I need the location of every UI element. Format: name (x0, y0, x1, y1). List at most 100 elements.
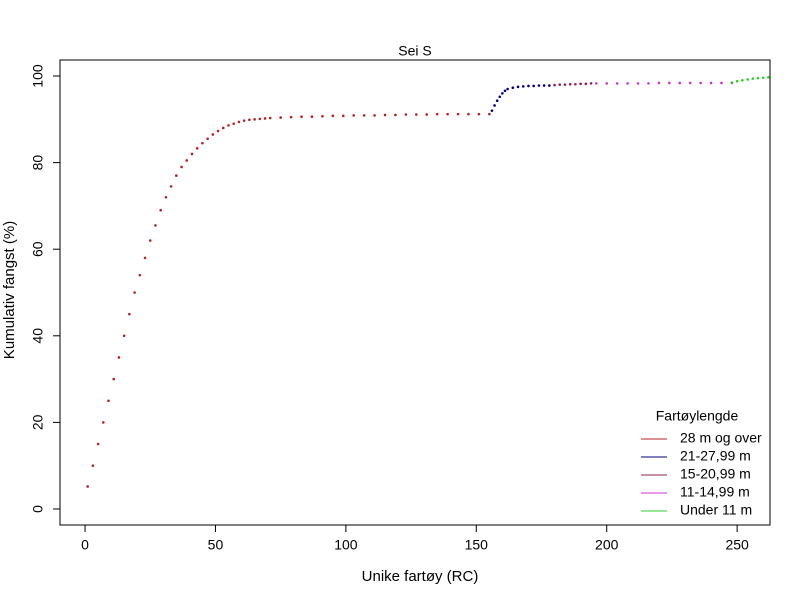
data-point (96, 442, 100, 446)
data-point (678, 81, 682, 85)
y-tick-label: 20 (30, 414, 46, 430)
data-point (735, 79, 739, 83)
data-point (503, 89, 507, 93)
data-point (435, 112, 439, 116)
data-point (506, 87, 509, 91)
data-point (532, 84, 535, 88)
y-tick-label: 80 (30, 155, 46, 171)
data-point (148, 239, 152, 242)
data-point (232, 122, 236, 125)
data-point (415, 113, 418, 116)
data-point (594, 82, 598, 85)
data-point (425, 113, 429, 116)
data-point (488, 112, 491, 116)
data-point (122, 334, 126, 338)
data-point (626, 82, 629, 85)
data-point (107, 399, 110, 403)
x-tick-label: 250 (725, 537, 749, 553)
data-point (527, 84, 530, 88)
data-point (579, 82, 582, 86)
legend-label: 28 m og over (680, 430, 762, 446)
y-tick-label: 100 (30, 64, 46, 88)
data-point (331, 114, 335, 118)
data-point (117, 356, 121, 359)
data-point (446, 112, 449, 116)
data-point (154, 224, 157, 227)
y-tick-label: 60 (30, 241, 46, 257)
data-point (216, 129, 220, 133)
data-point (720, 81, 723, 85)
data-point (211, 133, 215, 136)
data-point (112, 377, 116, 381)
data-point (159, 208, 162, 212)
data-point (730, 81, 734, 84)
y-tick-label: 40 (30, 328, 46, 344)
data-point (756, 76, 760, 80)
x-tick-label: 200 (595, 537, 619, 553)
data-point (548, 84, 551, 87)
data-point (169, 185, 173, 188)
data-point (761, 76, 765, 80)
data-point (542, 84, 546, 87)
legend-label: Under 11 m (680, 502, 752, 518)
data-point (636, 82, 640, 85)
data-point (227, 124, 230, 127)
data-point (477, 112, 481, 116)
data-point (584, 82, 588, 86)
data-point (615, 82, 619, 85)
data-point (86, 485, 89, 488)
data-point (373, 114, 376, 117)
data-point (101, 421, 105, 424)
data-point (195, 147, 199, 150)
data-point (289, 115, 293, 119)
data-point (279, 116, 282, 119)
data-point (589, 82, 593, 85)
data-point (253, 118, 256, 121)
data-point (699, 81, 702, 85)
y-axis-label: Kumulativ fangst (%) (1, 221, 18, 359)
data-point (558, 83, 562, 86)
data-point (456, 112, 460, 116)
data-point (201, 141, 204, 145)
data-point (467, 112, 470, 116)
data-point (501, 92, 504, 95)
data-point (175, 174, 178, 177)
data-point (563, 83, 567, 86)
data-point (605, 82, 609, 85)
data-point (341, 114, 345, 118)
data-point (493, 104, 496, 107)
data-point (138, 273, 142, 277)
data-point (242, 119, 246, 122)
data-point (746, 78, 749, 81)
chart-title: Sei S (398, 43, 431, 59)
data-point (143, 256, 147, 260)
data-point (741, 79, 744, 82)
data-point (248, 118, 251, 122)
data-point (180, 165, 183, 169)
data-point (574, 82, 577, 86)
data-point (185, 159, 189, 162)
data-point (221, 126, 225, 130)
data-point (498, 95, 502, 99)
data-point (190, 152, 194, 156)
data-point (268, 116, 272, 120)
data-point (516, 85, 520, 89)
legend-label: 21-27,99 m (680, 448, 751, 464)
data-point (553, 83, 556, 87)
data-point (490, 109, 494, 112)
data-point (709, 81, 713, 85)
data-point (511, 86, 515, 90)
data-point (767, 76, 770, 79)
x-tick-label: 0 (81, 537, 89, 553)
data-point (310, 115, 314, 119)
x-tick-label: 150 (465, 537, 489, 553)
data-point (688, 81, 692, 85)
data-point (128, 312, 131, 316)
y-tick-label: 0 (30, 505, 46, 513)
legend-title: Fartøylengde (656, 408, 739, 424)
data-point (91, 464, 95, 467)
data-point (133, 291, 136, 294)
data-point (362, 114, 366, 117)
